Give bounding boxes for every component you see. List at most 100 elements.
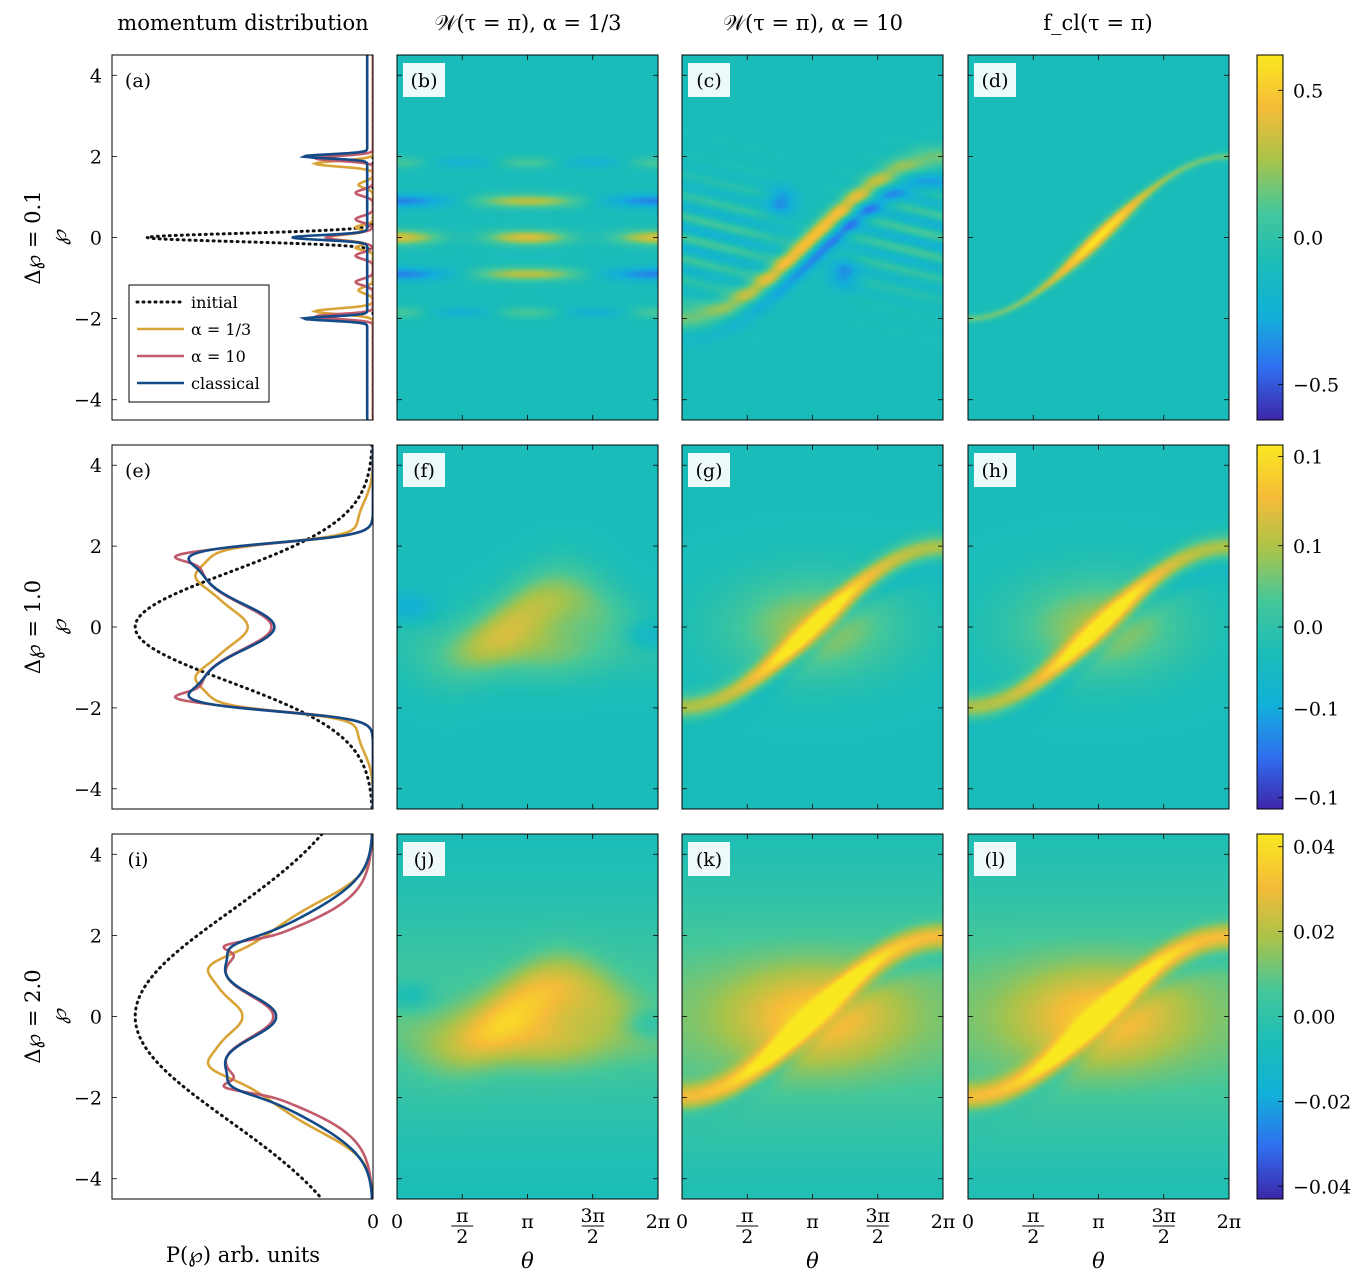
- momentum-panel-frame: [111, 444, 374, 810]
- series-line-initial: [133, 834, 324, 1199]
- heatmap-2-1: [397, 834, 658, 1199]
- legend: initial α = 1/3 α = 10 classical: [128, 284, 270, 403]
- panels: [133, 55, 1229, 1199]
- y-tick-label: 4: [90, 455, 102, 477]
- momentum-panel-0: [146, 55, 373, 420]
- row-label-0: Δ℘ = 0.1: [21, 190, 45, 284]
- y-tick-label: 0: [90, 1007, 102, 1029]
- colorbar-tick-label: 0.0: [1293, 228, 1323, 250]
- heatmap-1-2: [682, 445, 943, 809]
- series-line-classical: [187, 445, 373, 809]
- series-line-initial: [146, 55, 373, 420]
- heatmap-1-1: [397, 445, 658, 809]
- x-tick-theta-den: 2: [872, 1226, 884, 1248]
- x-tick-theta: 3π: [1151, 1205, 1176, 1227]
- legend-entry-1: α = 1/3: [191, 320, 251, 339]
- panel-label-l: (l): [985, 849, 1006, 871]
- colorbar-tick-label: 0.1: [1293, 446, 1323, 468]
- x-axis-label-left: P(℘) arb. units: [166, 1243, 320, 1267]
- heatmap-0-1: [397, 55, 658, 420]
- panel-label-d: (d): [982, 70, 1009, 92]
- colorbar-tick-label: 0.02: [1293, 922, 1335, 944]
- row-label-2: Δ℘ = 2.0: [21, 969, 45, 1063]
- x-tick-theta: π: [806, 1211, 819, 1233]
- column-title-2: 𝒲(τ = π), α = 10: [723, 11, 903, 35]
- x-tick-theta: π: [1092, 1211, 1105, 1233]
- colorbar-tick-label: 0.0: [1293, 617, 1323, 639]
- panel-label-h: (h): [981, 460, 1008, 482]
- x-tick-theta: 2π: [646, 1211, 671, 1233]
- momentum-panel-2: [133, 834, 373, 1199]
- panel-label-g: (g): [696, 460, 723, 482]
- panel-label-e: (e): [125, 460, 151, 482]
- momentum-panel-1: [133, 445, 373, 809]
- panel-label-c: (c): [696, 70, 721, 92]
- x-tick-theta: 0: [676, 1211, 688, 1233]
- heatmap-2-2: [682, 834, 943, 1199]
- colorbar-tick-label: −0.1: [1293, 788, 1339, 810]
- panel-label-k: (k): [696, 849, 722, 871]
- colorbar-tick-label: 0.5: [1293, 80, 1323, 102]
- colorbar-tick-label: −0.1: [1293, 698, 1339, 720]
- panel-label-box: [974, 453, 1016, 487]
- column-title-0: momentum distribution: [117, 11, 368, 35]
- y-axis-label: ℘: [47, 1008, 71, 1024]
- panel-label-box: [403, 842, 445, 876]
- y-tick-label: −4: [74, 1169, 102, 1191]
- x-tick-theta: π: [741, 1205, 754, 1227]
- column-titles: momentum distribution 𝒲(τ = π), α = 1/3 𝒲(…: [117, 11, 1152, 35]
- series-line-classical: [223, 834, 373, 1199]
- x-tick-theta: 3π: [580, 1205, 605, 1227]
- x-axis-label-theta: θ: [806, 1249, 819, 1273]
- column-title-1: 𝒲(τ = π), α = 1/3: [434, 11, 621, 35]
- colorbar-tick-label: −0.5: [1293, 375, 1339, 397]
- panel-label-f: (f): [413, 460, 435, 482]
- panel-label-box: [403, 63, 445, 97]
- x-tick-theta: 0: [391, 1211, 403, 1233]
- y-tick-label: −2: [74, 309, 102, 331]
- colorbar-tick-label: −0.04: [1293, 1176, 1351, 1198]
- x-tick-theta: π: [521, 1211, 534, 1233]
- series-line-classical: [291, 55, 369, 420]
- axes: (b) (c) (d)(a)420−2−4Δ℘ = 0.1 ℘0.50.0−0.5(f…: [21, 54, 1351, 1273]
- y-tick-label: 4: [90, 65, 102, 87]
- series-line--10: [222, 834, 373, 1199]
- colorbar-tick-label: 0.1: [1293, 536, 1323, 558]
- panel-label-box: [688, 842, 730, 876]
- x-tick-theta: π: [456, 1205, 469, 1227]
- y-tick-label: 0: [90, 228, 102, 250]
- series-line--1-3: [310, 55, 373, 420]
- x-tick-theta-den: 2: [587, 1226, 599, 1248]
- heatmap-2-3: [968, 834, 1229, 1199]
- x-tick-theta-den: 2: [741, 1226, 753, 1248]
- legend-entry-0: initial: [191, 293, 238, 312]
- panel-label-box: [403, 453, 445, 487]
- y-tick-label: 0: [90, 617, 102, 639]
- panel-label-box: [688, 453, 730, 487]
- x-axis-label-theta: θ: [521, 1249, 534, 1273]
- y-tick-label: −2: [74, 698, 102, 720]
- colorbar-tick-label: 0.00: [1293, 1007, 1335, 1029]
- y-tick-label: −2: [74, 1088, 102, 1110]
- heatmap-1-3: [968, 445, 1229, 809]
- panel-label-a: (a): [125, 70, 151, 92]
- series-line-initial: [133, 445, 373, 809]
- y-tick-label: −4: [74, 779, 102, 801]
- y-tick-label: −4: [74, 390, 102, 412]
- legend-entry-2: α = 10: [191, 347, 246, 366]
- colorbar-tick-label: −0.02: [1293, 1091, 1351, 1113]
- x-tick-theta-den: 2: [1158, 1226, 1170, 1248]
- colorbar-tick-label: 0.04: [1293, 837, 1335, 859]
- panel-label-i: (i): [128, 849, 149, 871]
- x-axis-label-theta: θ: [1092, 1249, 1105, 1273]
- panel-label-box: [688, 63, 730, 97]
- legend-entry-3: classical: [191, 374, 260, 393]
- y-axis-label: ℘: [47, 618, 71, 634]
- y-axis-label: ℘: [47, 229, 71, 245]
- panel-label-b: (b): [411, 70, 438, 92]
- x-tick-theta-den: 2: [1027, 1226, 1039, 1248]
- series-line--1-3: [194, 445, 373, 809]
- x-tick-left: 0: [367, 1211, 379, 1233]
- heatmap-0-2: [682, 55, 943, 420]
